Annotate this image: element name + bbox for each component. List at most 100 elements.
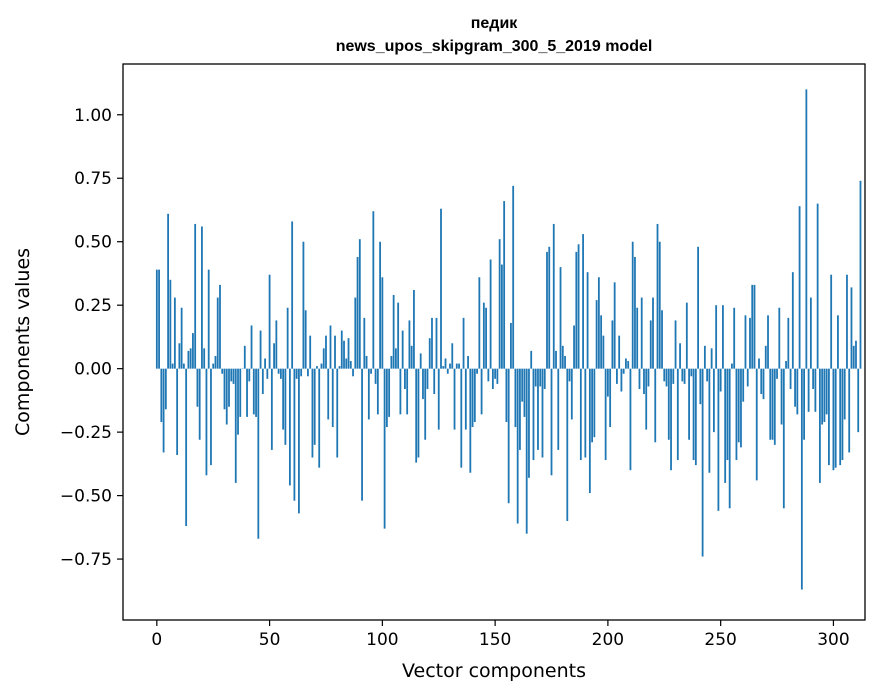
bar-236	[688, 368, 690, 440]
bar-108	[399, 368, 402, 415]
bar-228	[670, 368, 672, 471]
bar-221	[654, 368, 657, 443]
bar-240	[697, 246, 699, 369]
bar-294	[818, 368, 821, 483]
bar-297	[825, 368, 828, 415]
bar-150	[494, 368, 497, 379]
x-axis-ticks: 0 50 100 150 200 250 300	[151, 620, 850, 650]
bar-261	[744, 315, 747, 369]
bar-171	[541, 368, 544, 458]
bar-218	[647, 368, 650, 387]
bar-160	[516, 368, 519, 524]
bar-97	[374, 368, 377, 384]
bar-190	[584, 368, 587, 458]
bar-257	[735, 368, 738, 461]
bar-231	[676, 368, 679, 461]
bar-278	[782, 368, 785, 509]
bar-243	[703, 345, 706, 369]
bar-25	[212, 363, 215, 369]
bar-163	[523, 368, 526, 417]
bar-308	[850, 287, 853, 369]
bar-309	[852, 345, 855, 369]
bar-22	[205, 368, 208, 476]
bar-250	[719, 368, 722, 392]
bar-9	[176, 368, 179, 455]
bar-131	[451, 343, 454, 369]
bar-74	[322, 348, 325, 369]
bar-82	[340, 330, 343, 369]
bar-244	[706, 368, 709, 382]
bar-197	[600, 315, 603, 369]
bar-158	[512, 185, 515, 369]
bar-103	[388, 368, 391, 417]
bar-113	[410, 345, 413, 369]
bar-241	[699, 368, 702, 405]
bar-186	[575, 251, 578, 369]
bar-144	[480, 368, 483, 415]
bar-203	[613, 282, 616, 369]
x-axis-label: Vector components	[402, 660, 586, 682]
bar-302	[837, 315, 839, 369]
bar-100	[381, 277, 384, 369]
bar-262	[746, 368, 749, 387]
bar-114	[413, 289, 415, 369]
bar-214	[638, 368, 641, 389]
bar-213	[636, 307, 639, 369]
bar-118	[422, 368, 424, 400]
bar-154	[503, 201, 506, 369]
bar-276	[778, 307, 781, 369]
y-axis-label: Components values	[12, 248, 34, 436]
bar-176	[552, 223, 555, 369]
bar-20	[201, 226, 203, 369]
bar-304	[841, 368, 844, 461]
bar-177	[555, 350, 557, 369]
bar-157	[510, 322, 512, 369]
bar-139	[469, 368, 472, 473]
bar-91	[361, 368, 363, 501]
y-tick-label: 0.50	[74, 233, 112, 253]
bar-81	[338, 366, 341, 369]
bar-275	[776, 368, 778, 379]
chart-subtitle: news_upos_skipgram_300_5_2019 model	[336, 38, 653, 55]
bar-293	[816, 203, 819, 369]
bar-123	[433, 368, 436, 395]
bar-126	[440, 208, 442, 369]
bar-152	[498, 239, 501, 369]
bar-199	[604, 368, 607, 461]
bar-136	[462, 317, 465, 369]
bar-253	[726, 368, 729, 461]
bar-277	[780, 368, 783, 425]
bar-13	[185, 368, 188, 527]
bar-54	[277, 368, 280, 374]
bar-183	[568, 368, 571, 382]
bar-5	[167, 213, 169, 369]
bar-142	[476, 368, 478, 374]
bar-271	[767, 315, 769, 369]
x-tick-label: 150	[479, 630, 511, 650]
bar-128	[444, 358, 447, 369]
bar-48	[264, 358, 266, 369]
bar-110	[404, 368, 406, 389]
bar-159	[514, 368, 517, 428]
bar-283	[794, 368, 796, 407]
bar-215	[640, 297, 643, 369]
bar-184	[570, 368, 573, 420]
y-tick-label: 0.25	[74, 296, 112, 316]
bar-298	[828, 368, 830, 466]
bar-178	[557, 368, 560, 450]
bar-63	[298, 368, 300, 514]
bar-259	[740, 368, 742, 448]
bar-96	[372, 211, 375, 369]
bar-180	[561, 345, 564, 369]
bar-73	[320, 363, 323, 369]
bar-105	[392, 295, 395, 369]
bar-1	[158, 269, 160, 369]
bar-122	[431, 317, 433, 369]
bar-94	[367, 368, 370, 420]
bar-130	[449, 363, 451, 369]
bar-151	[496, 368, 499, 384]
bar-89	[356, 256, 359, 369]
bar-26	[214, 355, 217, 369]
bar-53	[275, 320, 278, 369]
